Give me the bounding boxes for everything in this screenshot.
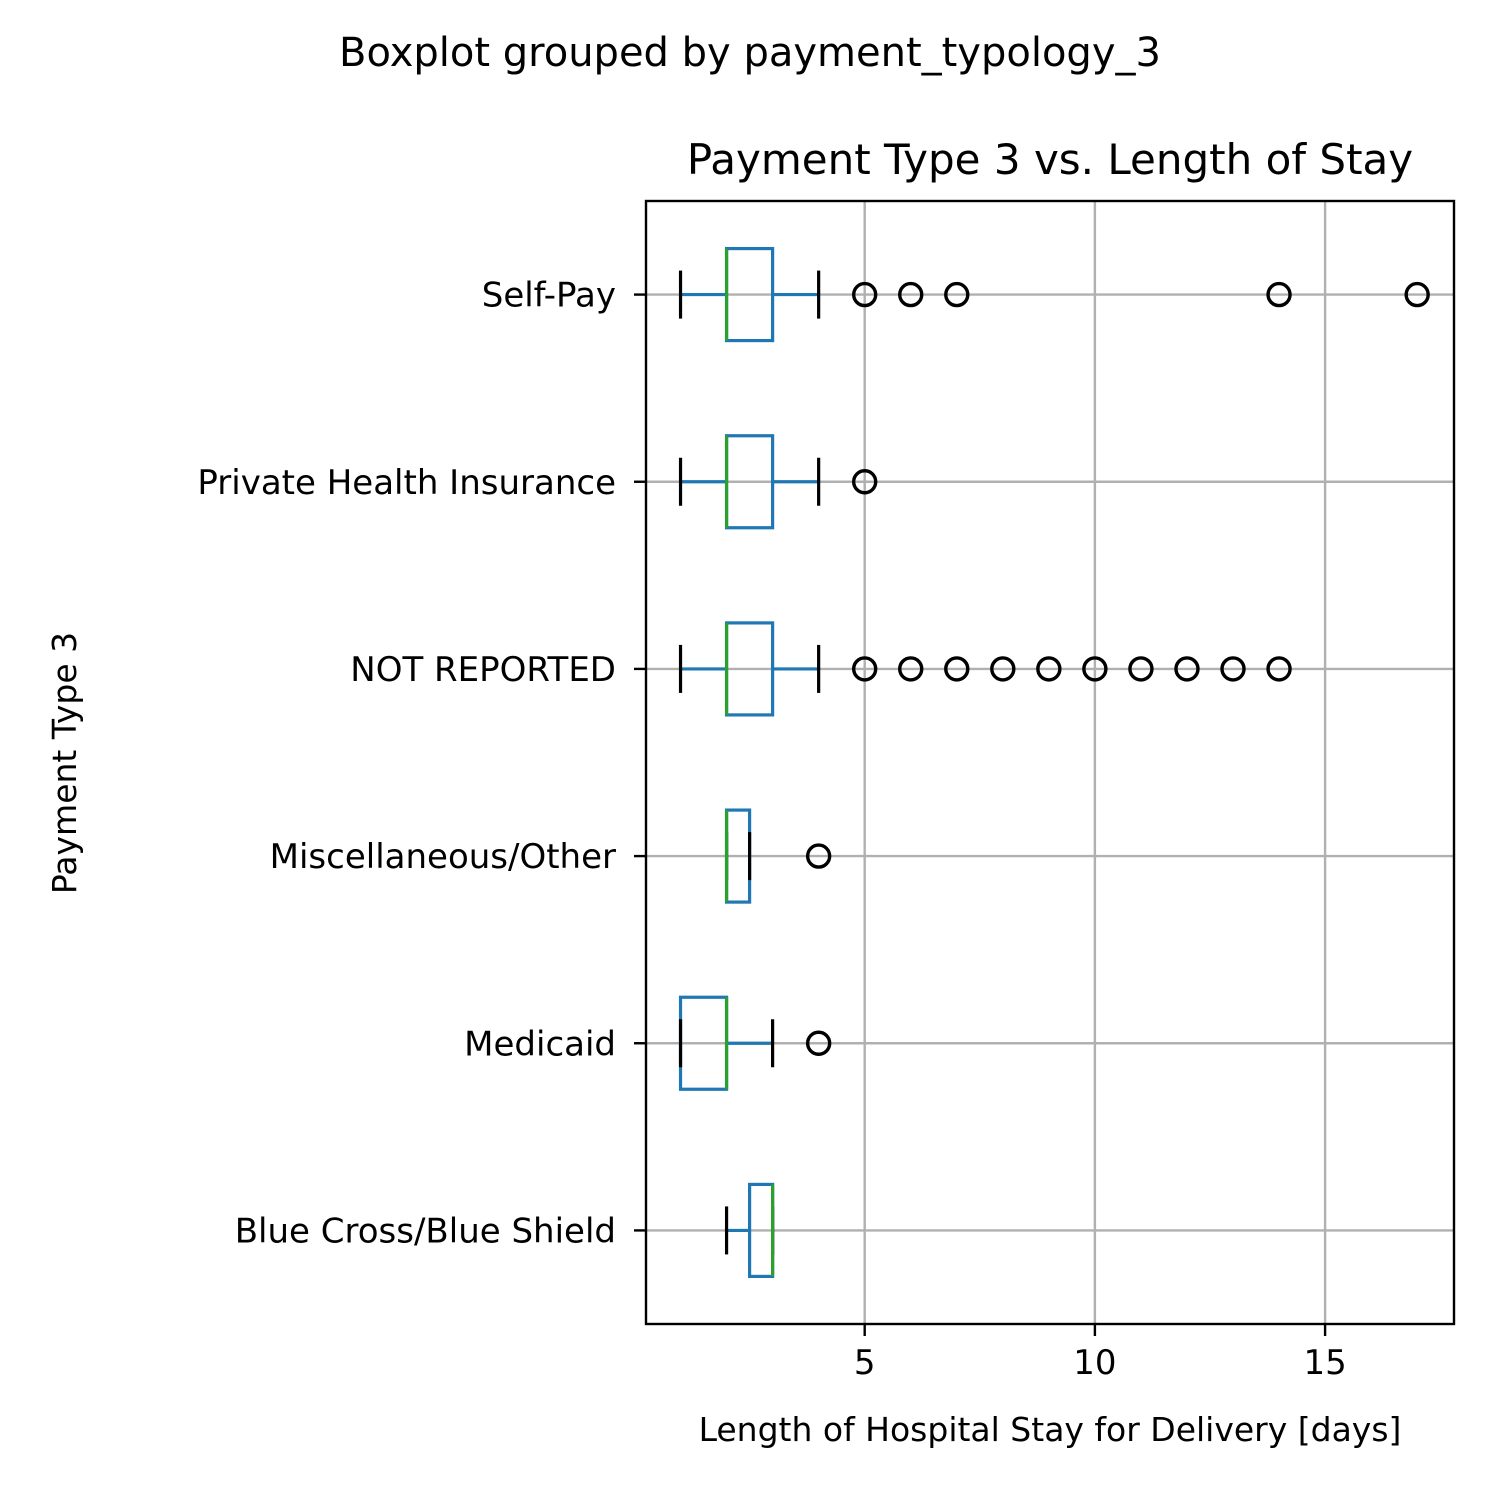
- flier-point: [898, 656, 924, 682]
- box-group-self-pay: [678, 246, 1430, 343]
- flier-point: [851, 656, 878, 682]
- x-tick-label: 10: [1073, 1343, 1116, 1383]
- flier-point: [851, 281, 878, 308]
- y-tick-label-not-reported: NOT REPORTED: [350, 650, 616, 690]
- y-tick-label-medicaid: Medicaid: [464, 1024, 616, 1064]
- flier-point: [1128, 656, 1154, 682]
- y-tick-label-miscellaneous-other: Miscellaneous/Other: [270, 837, 616, 877]
- flier-point: [1266, 281, 1292, 308]
- box-group-miscellaneous-other: [724, 808, 832, 904]
- figure-suptitle: Boxplot grouped by payment_typology_3: [339, 30, 1161, 76]
- y-axis-label: Payment Type 3: [45, 632, 84, 894]
- y-tick-label-private-health-insurance: Private Health Insurance: [197, 463, 616, 503]
- y-tick-label-self-pay: Self-Pay: [482, 276, 616, 316]
- flier-point: [944, 656, 970, 682]
- flier-point: [1036, 656, 1062, 682]
- box-layer: [678, 246, 1430, 1279]
- y-tick-label-blue-cross-blue-shield: Blue Cross/Blue Shield: [235, 1211, 616, 1251]
- x-axis-label: Length of Hospital Stay for Delivery [da…: [699, 1410, 1402, 1449]
- box-group-not-reported: [678, 621, 1292, 717]
- flier-point: [851, 469, 878, 495]
- flier-point: [944, 281, 970, 308]
- flier-point: [990, 656, 1016, 682]
- box-group-private-health-insurance: [678, 434, 878, 530]
- grid-layer: [646, 201, 1454, 1324]
- chart-title: Payment Type 3 vs. Length of Stay: [687, 135, 1413, 184]
- flier-point: [805, 843, 832, 869]
- x-axis: 5 10 15: [854, 1324, 1347, 1383]
- flier-point: [898, 281, 924, 308]
- flier-point: [1220, 656, 1246, 682]
- flier-point: [805, 1030, 832, 1056]
- flier-point: [1082, 656, 1108, 682]
- plot-frame: [644, 199, 1456, 1326]
- box-group-blue-cross-blue-shield: [724, 1182, 775, 1279]
- y-axis: Blue Cross/Blue Shield Medicaid Miscellane…: [197, 276, 646, 1251]
- flier-point: [1404, 281, 1430, 308]
- box-group-medicaid: [678, 995, 832, 1091]
- flier-point: [1174, 656, 1200, 682]
- x-tick-label: 5: [854, 1343, 876, 1383]
- x-tick-label: 15: [1303, 1343, 1346, 1383]
- flier-point: [1266, 656, 1292, 682]
